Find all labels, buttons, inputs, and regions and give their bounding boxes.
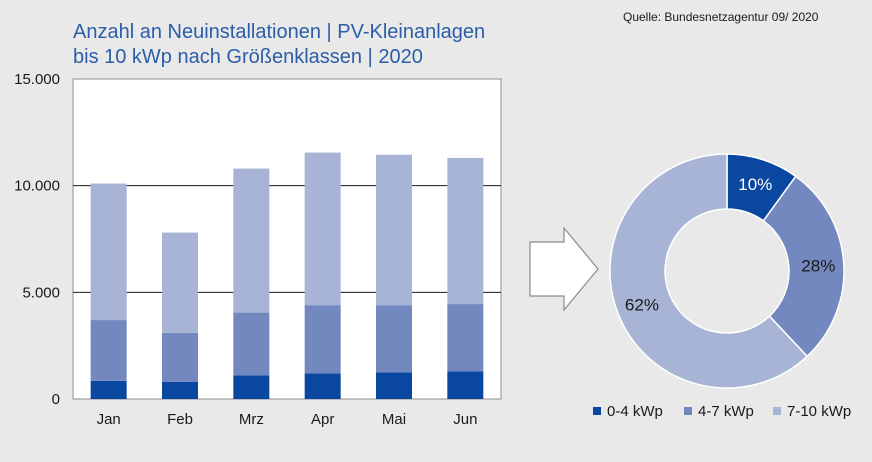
donut-value-label: 10% <box>738 175 772 194</box>
bar-mai-series-2 <box>376 305 412 373</box>
bar-jun-series-2 <box>447 304 484 372</box>
donut-value-label: 62% <box>625 296 659 315</box>
bar-jan-series-3 <box>90 183 127 321</box>
x-tick-labels: Jan Feb Mrz Apr Mai Jun <box>97 411 478 428</box>
bar-mrz-series-1 <box>233 375 270 399</box>
chart-title: Anzahl an Neuinstallationen | PV-Kleinan… <box>73 20 573 70</box>
legend-swatch <box>773 407 781 415</box>
y-tick-label: 10.000 <box>14 178 60 195</box>
y-tick-label: 5.000 <box>22 284 60 301</box>
bar-mai-series-3 <box>376 154 412 306</box>
donut-slice-3 <box>609 153 809 389</box>
plot-area <box>72 78 502 400</box>
x-tick-label: Mai <box>382 411 406 428</box>
donut-slice-2 <box>762 175 845 358</box>
bar-jan-series-1 <box>90 380 127 399</box>
chart-title-line1: Anzahl an Neuinstallationen | PV-Kleinan… <box>73 21 486 43</box>
x-tick-label: Apr <box>311 411 334 428</box>
bar-apr-series-3 <box>304 152 341 306</box>
x-tick-label: Jun <box>453 411 477 428</box>
bars <box>90 152 484 399</box>
bar-feb-series-1 <box>162 381 198 399</box>
legend-swatch <box>684 407 692 415</box>
chart-title-line2: bis 10 kWp nach Größenklassen | 2020 <box>73 46 423 68</box>
x-tick-label: Mrz <box>239 411 264 428</box>
x-tick-label: Jan <box>97 411 121 428</box>
legend: 0-4 kWp 4-7 kWp 7-10 kWp <box>593 403 851 420</box>
bar-feb-series-3 <box>162 232 198 333</box>
y-tick-label: 0 <box>52 391 60 408</box>
source-note: Quelle: Bundesnetzagentur 09/ 2020 <box>623 10 819 24</box>
legend-label: 7-10 kWp <box>787 403 851 420</box>
arrow-icon <box>529 226 599 312</box>
donut-chart: 10% 28% 62% <box>609 153 845 389</box>
bar-mrz-series-2 <box>233 312 270 376</box>
bar-mrz-series-3 <box>233 168 270 313</box>
x-tick-label: Feb <box>167 411 193 428</box>
bar-mai-series-1 <box>376 372 412 399</box>
gridlines <box>73 185 501 293</box>
bar-jan-series-2 <box>90 320 127 381</box>
bar-jun-series-3 <box>447 157 484 305</box>
bar-feb-series-2 <box>162 332 198 382</box>
y-tick-labels: 0 5.000 10.000 15.000 <box>14 71 60 408</box>
bar-apr-series-2 <box>304 305 341 374</box>
bar-apr-series-1 <box>304 373 341 399</box>
bar-jun-series-1 <box>447 371 484 399</box>
bar-chart: 0 5.000 10.000 15.000 Jan Feb Mrz Apr Mai Jun <box>14 71 502 428</box>
legend-label: 0-4 kWp <box>607 403 663 420</box>
donut-value-label: 28% <box>801 256 835 275</box>
legend-swatch <box>593 407 601 415</box>
legend-label: 4-7 kWp <box>698 403 754 420</box>
y-tick-label: 15.000 <box>14 71 60 88</box>
